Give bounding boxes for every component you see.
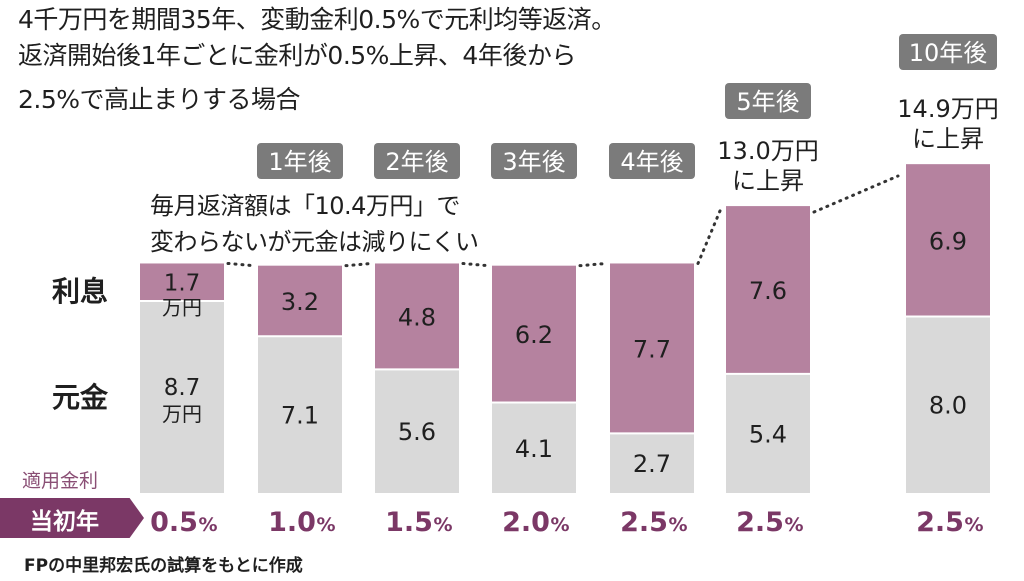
connector-line-5 xyxy=(812,174,900,214)
initial-year-tag: 当初年 xyxy=(0,498,144,538)
principal-value-label-1: 7.1 xyxy=(281,402,319,430)
principal-value-label-3: 4.1 xyxy=(515,435,553,463)
interest-unit-label-0: 万円 xyxy=(162,295,202,319)
category-tag-label-3: 3年後 xyxy=(502,148,565,176)
principal-value-label-2: 5.6 xyxy=(398,418,436,446)
rate-unit-label-3: % xyxy=(550,514,569,536)
total-label-line1-6: 14.9万円 xyxy=(897,95,998,123)
rate-label-0: 0.5 xyxy=(150,507,198,538)
interest-value-label-6: 6.9 xyxy=(929,227,967,255)
rate-label-6: 2.5 xyxy=(916,507,964,538)
interest-bar-0 xyxy=(140,263,224,301)
category-tag-1 xyxy=(257,143,343,179)
rate-label-2: 1.5 xyxy=(385,507,433,538)
rate-label-4: 2.5 xyxy=(620,507,668,538)
source-note: FPの中里邦宏氏の試算をもとに作成 xyxy=(24,556,303,576)
interest-value-label-3: 6.2 xyxy=(515,321,553,349)
principal-bar-5 xyxy=(726,373,810,493)
principal-value-label-0: 8.7 xyxy=(164,375,201,401)
interest-bar-2 xyxy=(375,263,459,370)
rate-label-5: 2.5 xyxy=(736,507,784,538)
title-line-2: 返済開始後1年ごとに金利が0.5%上昇、4年後から xyxy=(18,41,576,70)
interest-bar-4 xyxy=(610,263,694,434)
interest-side-label: 利息 xyxy=(52,275,109,308)
rate-unit-label-4: % xyxy=(668,514,687,536)
rate-unit-label-6: % xyxy=(964,514,983,536)
interest-value-label-0: 1.7 xyxy=(164,270,201,296)
principal-value-label-4: 2.7 xyxy=(633,450,671,478)
initial-year-tag-text: 当初年 xyxy=(30,509,99,535)
principal-bar-1 xyxy=(258,336,342,493)
principal-side-label: 元金 xyxy=(52,381,109,414)
annotation-line-2: 変わらないが元金は減りにくい xyxy=(150,228,479,256)
principal-bar-6 xyxy=(906,316,990,493)
interest-value-label-5: 7.6 xyxy=(749,277,787,305)
connector-line-0 xyxy=(226,261,256,268)
principal-bar-4 xyxy=(610,433,694,493)
interest-bar-6 xyxy=(906,164,990,317)
category-tag-label-2: 2年後 xyxy=(385,148,448,176)
principal-value-label-6: 8.0 xyxy=(929,392,967,420)
category-tag-2 xyxy=(374,143,460,179)
rate-label-3: 2.0 xyxy=(502,507,550,538)
principal-bar-0 xyxy=(140,300,224,493)
total-label-line1-5: 13.0万円 xyxy=(717,137,818,165)
annotation-line-1: 毎月返済額は「10.4万円」で xyxy=(150,192,460,220)
connector-line-2 xyxy=(461,261,490,268)
interest-value-label-4: 7.7 xyxy=(633,335,671,363)
category-tag-label-5: 5年後 xyxy=(736,88,799,116)
interest-bar-5 xyxy=(726,206,810,374)
rate-unit-label-0: % xyxy=(198,514,217,536)
category-tag-label-1: 1年後 xyxy=(268,148,331,176)
rate-label-1: 1.0 xyxy=(268,507,316,538)
applied-rate-label: 適用金利 xyxy=(22,470,99,492)
rate-unit-label-1: % xyxy=(316,514,335,536)
interest-value-label-1: 3.2 xyxy=(281,288,319,316)
category-tag-3 xyxy=(491,143,577,179)
title-line-3: 2.5%で高止まりする場合 xyxy=(18,85,301,114)
interest-value-label-2: 4.8 xyxy=(398,303,436,331)
total-label-line2-6: に上昇 xyxy=(912,125,984,153)
category-tag-label-6: 10年後 xyxy=(909,39,988,67)
category-tag-4 xyxy=(609,143,695,179)
rate-unit-label-5: % xyxy=(784,514,803,536)
rate-unit-label-2: % xyxy=(433,514,452,536)
title-line-1: 4千万円を期間35年、変動金利0.5%で元利均等返済。 xyxy=(18,5,616,34)
principal-value-label-5: 5.4 xyxy=(749,420,787,448)
interest-bar-1 xyxy=(258,265,342,337)
connector-line-1 xyxy=(344,261,373,268)
category-tag-5 xyxy=(725,83,811,119)
total-label-line2-5: に上昇 xyxy=(732,167,804,195)
connector-line-4 xyxy=(696,204,724,265)
principal-unit-label-0: 万円 xyxy=(162,402,202,426)
connector-line-3 xyxy=(578,261,608,268)
category-tag-6 xyxy=(899,34,997,70)
principal-bar-3 xyxy=(492,402,576,493)
interest-bar-3 xyxy=(492,265,576,403)
principal-bar-2 xyxy=(375,369,459,493)
category-tag-label-4: 4年後 xyxy=(620,148,683,176)
